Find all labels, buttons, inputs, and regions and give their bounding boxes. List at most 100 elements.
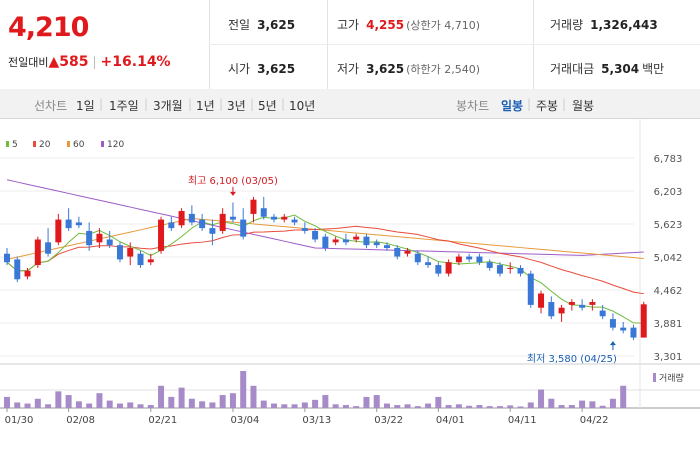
volume-bar: [240, 371, 247, 408]
candle: [322, 233, 329, 251]
daily-candle-button[interactable]: 일봉: [501, 99, 524, 113]
volume-bar: [507, 405, 514, 408]
monthly-candle-button[interactable]: 월봉: [572, 99, 595, 113]
candle-body: [383, 245, 390, 249]
weekly-candle-button[interactable]: 주봉: [536, 99, 559, 113]
volume-bar: [394, 405, 401, 408]
volume-bar: [527, 402, 534, 408]
high-arrow-head: [229, 191, 236, 196]
period-10y-button[interactable]: 10년: [289, 99, 316, 113]
y-tick-label: 5,042: [654, 253, 683, 264]
period-1d-button[interactable]: 1일: [76, 99, 95, 113]
prev-close-label: 전일: [228, 18, 251, 32]
candle: [538, 290, 545, 314]
candle: [291, 216, 298, 226]
candle: [517, 265, 524, 277]
volume-bar: [127, 402, 134, 408]
candle: [558, 304, 565, 322]
volume-bar: [455, 404, 462, 408]
volume-bar: [219, 395, 226, 408]
volume-label: 거래량: [550, 18, 584, 32]
y-tick-label: 6,783: [654, 154, 683, 165]
period-1w-button[interactable]: 1주일: [109, 99, 139, 113]
amount-unit: 백만: [642, 62, 665, 76]
candle-body: [34, 239, 41, 266]
candle: [455, 253, 462, 266]
candle-body: [527, 273, 534, 305]
open-price: 시가 3,625: [228, 60, 295, 77]
candle-body: [620, 327, 627, 331]
y-tick-label: 4,462: [654, 286, 683, 297]
candle-body: [507, 267, 514, 269]
candle-body: [158, 219, 165, 251]
open-value: 3,625: [257, 62, 296, 76]
candle: [250, 196, 257, 223]
candle: [229, 202, 236, 223]
y-tick-label: 3,301: [654, 352, 683, 363]
volume-bar: [229, 393, 236, 408]
volume-bar: [548, 398, 555, 408]
candle: [147, 253, 154, 266]
candle-body: [435, 265, 442, 274]
volume-bar: [425, 403, 432, 408]
candle-body: [250, 199, 257, 214]
candle-body: [322, 236, 329, 249]
change-value: 585: [59, 54, 89, 70]
volume-bar: [599, 405, 606, 408]
volume-bar: [199, 401, 206, 408]
high-price: 고가 4,255 (상한가 4,710): [337, 16, 480, 33]
period-1y-button[interactable]: 1년: [196, 99, 215, 113]
candle: [527, 270, 534, 308]
candle: [271, 213, 278, 223]
candle-body: [127, 248, 134, 257]
low-label: 저가: [337, 62, 360, 76]
candle-body: [363, 236, 370, 246]
candle-body: [147, 259, 154, 263]
candle: [301, 222, 308, 234]
candle: [332, 236, 339, 246]
volume-bar: [147, 405, 154, 408]
candle-body: [96, 233, 103, 243]
candle: [599, 304, 606, 320]
candle: [158, 216, 165, 254]
candle: [342, 233, 349, 246]
candle: [116, 242, 123, 263]
prev-close-value: 3,625: [257, 18, 296, 32]
candle: [363, 233, 370, 249]
volume-bar: [188, 398, 195, 408]
change-percent: +16.14%: [100, 54, 171, 70]
volume-bar: [445, 405, 452, 408]
candle: [219, 208, 226, 234]
price-change: 전일대비▲585 | +16.14%: [8, 54, 171, 70]
period-3y-button[interactable]: 3년: [227, 99, 246, 113]
ma-legend-label: 120: [107, 140, 124, 150]
volume: 거래량 1,326,443: [550, 16, 658, 33]
candle: [609, 313, 616, 331]
low-arrow-head: [609, 341, 616, 346]
candle: [281, 213, 288, 223]
separator: |: [562, 97, 567, 111]
candle-body: [168, 222, 175, 229]
period-3m-button[interactable]: 3개월: [153, 99, 183, 113]
volume-bar: [332, 404, 339, 408]
candle: [507, 262, 514, 274]
candle-body: [240, 219, 247, 237]
candle: [548, 296, 555, 320]
quote-header: 4,210 전일대비▲585 | +16.14% 전일 3,625 시가 3,625 고…: [0, 0, 700, 90]
current-price: 4,210: [8, 12, 89, 43]
ma-legend-label: 5: [12, 140, 18, 150]
candle: [178, 208, 185, 229]
volume-bar: [486, 406, 493, 408]
candle-body: [455, 256, 462, 263]
candle: [137, 250, 144, 268]
candle: [476, 253, 483, 266]
amount-value: 5,304: [601, 62, 640, 76]
candle: [589, 299, 596, 311]
candle: [24, 267, 31, 280]
candle-body: [496, 265, 503, 274]
candle: [75, 216, 82, 229]
volume-bar: [75, 401, 82, 408]
candle-body: [312, 230, 319, 240]
volume-bar: [353, 406, 360, 408]
period-5y-button[interactable]: 5년: [258, 99, 277, 113]
